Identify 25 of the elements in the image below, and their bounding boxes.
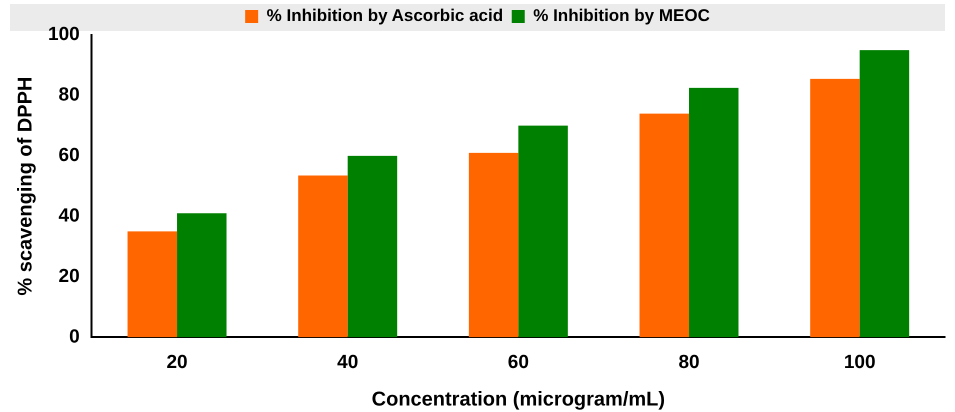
bar [468,152,518,338]
x-tick-label: 80 [678,352,700,373]
y-tick-label: 100 [48,24,80,46]
bar [640,114,690,338]
legend-label: % Inhibition by Ascorbic acid [266,6,504,26]
y-tick-label: 0 [69,326,80,348]
bar [518,126,568,338]
x-tick-label: 100 [844,352,876,373]
y-tick-label: 40 [58,206,80,227]
bar [128,231,178,338]
x-tick-label: 60 [508,352,529,373]
bar [810,78,860,338]
legend-label: % Inhibition by MEOC [533,6,710,26]
bar [298,176,348,338]
x-axis-title: Concentration (microgram/mL) [372,388,666,411]
bar [177,213,227,338]
bar [860,50,910,338]
y-tick-label: 20 [58,266,80,287]
bar [689,88,738,338]
y-tick-label: 80 [58,84,80,106]
y-tick-label: 60 [58,145,80,166]
x-tick-label: 20 [166,352,188,373]
y-axis-title: % scavenging of DPPH [14,76,37,296]
bar [348,156,398,338]
x-tick-label: 40 [337,352,358,373]
